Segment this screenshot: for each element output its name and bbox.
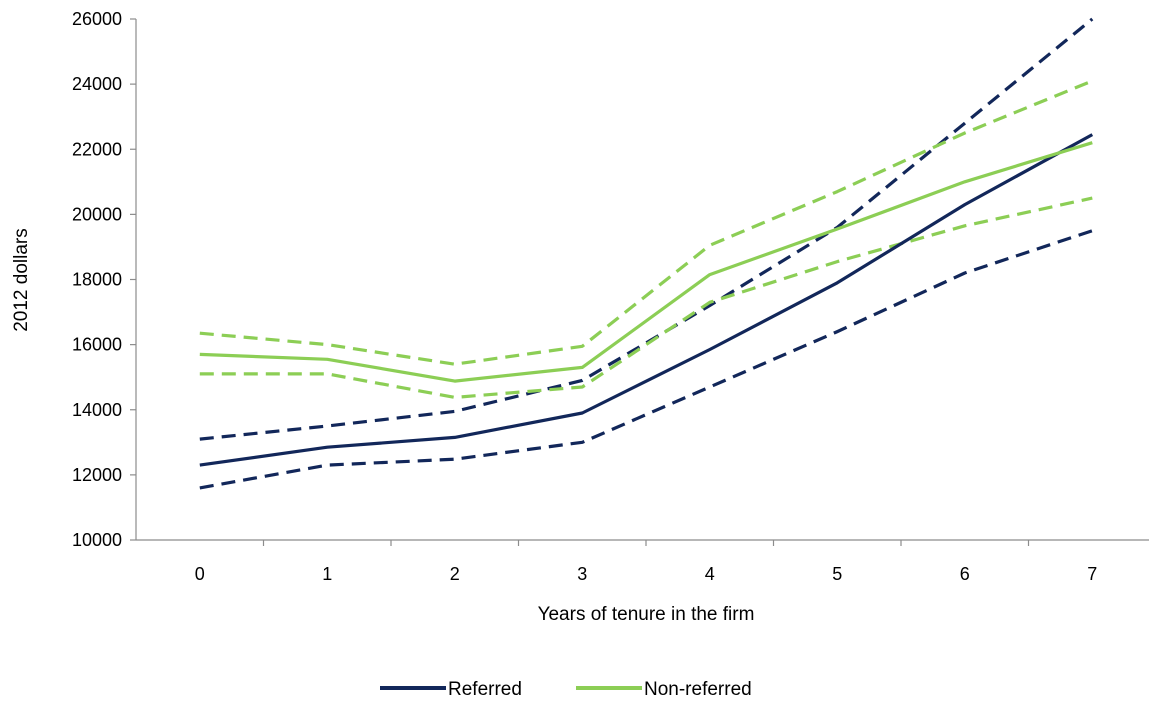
y-axis-ticks: 10000 12000 14000 16000 18000 20000 22000 24000… bbox=[72, 9, 136, 550]
y-tick-label: 20000 bbox=[72, 204, 122, 224]
x-axis-ticks: 0 1 2 3 4 5 6 7 bbox=[195, 540, 1097, 584]
y-tick-label: 12000 bbox=[72, 465, 122, 485]
plot-lines bbox=[199, 17, 1094, 490]
series-line-non-referred bbox=[199, 141, 1093, 383]
x-tick-label: 1 bbox=[322, 564, 332, 584]
y-tick-label: 24000 bbox=[72, 74, 122, 94]
x-tick-label: 0 bbox=[195, 564, 205, 584]
x-tick-label: 3 bbox=[577, 564, 587, 584]
x-tick-label: 7 bbox=[1087, 564, 1097, 584]
y-tick-label: 22000 bbox=[72, 139, 122, 159]
y-axis-label: 2012 dollars bbox=[11, 228, 32, 332]
y-tick-label: 18000 bbox=[72, 270, 122, 290]
x-tick-label: 2 bbox=[450, 564, 460, 584]
y-tick-label: 26000 bbox=[72, 9, 122, 29]
series-ci-line-referred bbox=[199, 17, 1094, 441]
y-tick-label: 16000 bbox=[72, 335, 122, 355]
x-tick-label: 4 bbox=[705, 564, 715, 584]
series-ci-line-non-referred bbox=[199, 196, 1093, 399]
series-ci-line-non-referred bbox=[199, 79, 1093, 366]
series-ci-line-referred bbox=[199, 229, 1093, 490]
x-axis-label: Years of tenure in the firm bbox=[538, 604, 755, 625]
y-tick-label: 14000 bbox=[72, 400, 122, 420]
series-line-referred bbox=[199, 133, 1094, 467]
y-tick-label: 10000 bbox=[72, 530, 122, 550]
legend: Referred Non-referred bbox=[380, 679, 752, 700]
x-tick-label: 6 bbox=[960, 564, 970, 584]
legend-label: Referred bbox=[448, 679, 522, 700]
x-tick-label: 5 bbox=[832, 564, 842, 584]
legend-label: Non-referred bbox=[644, 679, 752, 700]
